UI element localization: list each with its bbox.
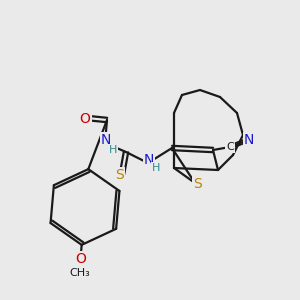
Text: N: N xyxy=(101,133,111,147)
Text: H: H xyxy=(152,163,160,173)
Text: C: C xyxy=(226,142,234,152)
Text: S: S xyxy=(193,177,201,191)
Text: N: N xyxy=(244,133,254,147)
Text: S: S xyxy=(116,168,124,182)
Text: N: N xyxy=(144,153,154,167)
Text: O: O xyxy=(75,252,86,266)
Text: O: O xyxy=(80,112,90,126)
Text: CH₃: CH₃ xyxy=(69,268,90,278)
Text: H: H xyxy=(109,145,117,155)
